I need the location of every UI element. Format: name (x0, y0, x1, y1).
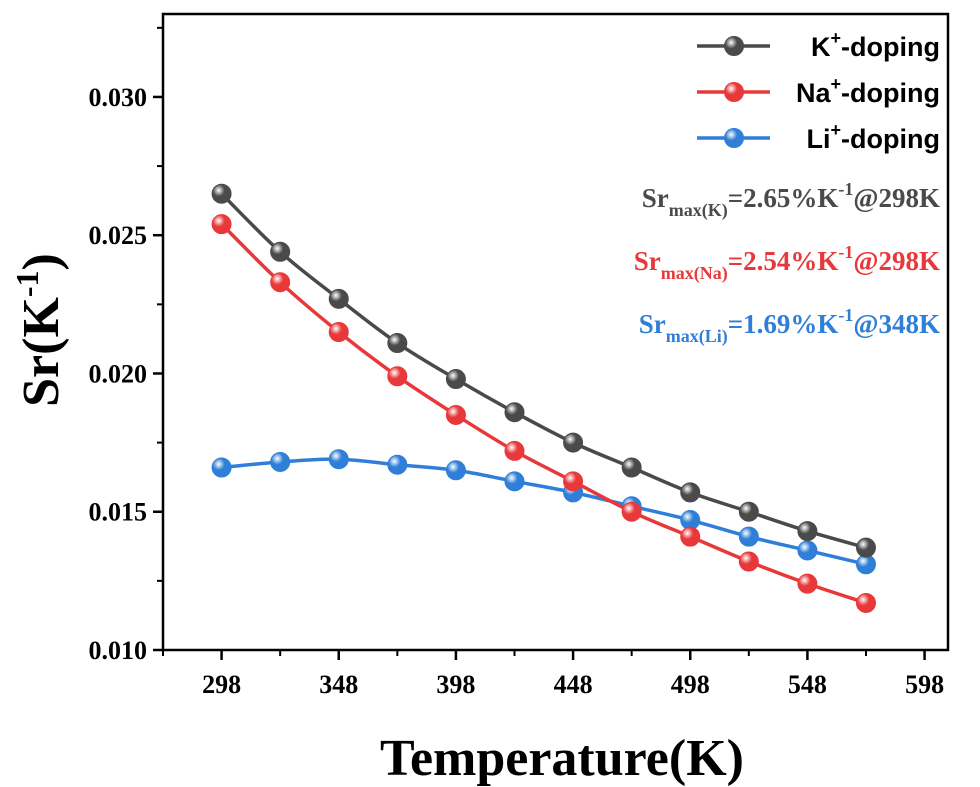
data-point-k (211, 183, 232, 204)
legend-label-k: K+-doping (811, 28, 940, 62)
legend-label-name: Na (796, 78, 831, 108)
annotation-sub: max(K) (669, 200, 728, 221)
annotation-value: =2.54%K (728, 246, 839, 276)
data-point-na (680, 526, 701, 547)
legend-label-suffix: -doping (841, 78, 940, 108)
annotation-base: Sr (642, 183, 669, 213)
data-point-li (387, 454, 408, 475)
data-point-k (328, 288, 349, 309)
x-tick-label: 598 (905, 670, 944, 699)
x-tick-label: 498 (671, 670, 710, 699)
data-point-k (621, 457, 642, 478)
data-point-k (563, 432, 584, 453)
data-point-na (797, 573, 818, 594)
data-point-na (563, 471, 584, 492)
data-point-k (387, 333, 408, 354)
legend-label-na: Na+-doping (796, 74, 940, 108)
data-point-na (504, 440, 525, 461)
y-tick-label: 0.015 (89, 498, 148, 527)
data-point-k (445, 369, 466, 390)
y-tick-label: 0.030 (89, 83, 148, 112)
y-axis-title-main: Sr(K (13, 297, 70, 407)
annotation-tail: @298K (853, 246, 940, 276)
data-point-na (211, 214, 232, 235)
y-axis-title-sup: -1 (9, 270, 45, 297)
y-tick-label: 0.010 (89, 636, 148, 665)
annotation-sub: max(Li) (666, 326, 728, 347)
annotation-sup: -1 (838, 242, 853, 262)
y-tick-label: 0.025 (89, 221, 148, 250)
data-point-li (504, 471, 525, 492)
data-point-k (270, 241, 291, 262)
annotation-sup: -1 (838, 179, 853, 199)
annotation-sr-max: Srmax(Na)=2.54%K-1@298K (634, 242, 940, 284)
data-point-li (738, 526, 759, 547)
annotation-sr-max: Srmax(Li)=1.69%K-1@348K (639, 305, 940, 347)
legend-label-name: Li (807, 124, 831, 154)
data-point-na (270, 272, 291, 293)
data-point-li (328, 449, 349, 470)
data-point-li (797, 540, 818, 561)
data-point-na (621, 501, 642, 522)
legend-label-li: Li+-doping (807, 120, 940, 154)
annotations: Srmax(K)=2.65%K-1@298KSrmax(Na)=2.54%K-1… (634, 179, 940, 347)
legend-label-sup: + (831, 120, 842, 140)
x-tick-label: 298 (202, 670, 241, 699)
legend-label-name: K (811, 32, 831, 62)
annotation-sub: max(Na) (661, 263, 728, 284)
data-point-na (328, 322, 349, 342)
annotation-tail: @348K (853, 309, 940, 339)
legend-marker-na (724, 82, 744, 102)
data-point-na (738, 551, 759, 572)
annotation-sr-max: Srmax(K)=2.65%K-1@298K (642, 179, 940, 221)
x-tick-label: 398 (436, 670, 475, 699)
x-tick-label: 448 (554, 670, 593, 699)
axes: 298 348 398 448 498 548 598 0.010 0.015 0.020 0.02… (89, 12, 950, 699)
data-point-li (445, 460, 466, 481)
legend-marker-k (724, 36, 744, 56)
data-point-k (797, 521, 818, 542)
annotation-sup: -1 (838, 305, 853, 325)
legend-label-sup: + (831, 74, 842, 94)
annotation-base: Sr (639, 309, 666, 339)
legend-label-suffix: -doping (841, 124, 940, 154)
data-point-li (211, 457, 232, 478)
plot-frame (161, 12, 950, 652)
annotation-value: =2.65%K (728, 183, 839, 213)
annotation-value: =1.69%K (728, 309, 839, 339)
legend-label-sup: + (831, 28, 842, 48)
x-tick-label: 348 (319, 670, 358, 699)
data-point-na (855, 592, 876, 613)
data-point-k (855, 537, 876, 558)
data-point-k (738, 501, 759, 522)
annotation-tail: @298K (853, 183, 940, 213)
y-axis-title-close: ) (13, 253, 70, 270)
legend-marker-li (724, 128, 744, 148)
x-tick-label: 548 (788, 670, 827, 699)
annotation-base: Sr (634, 246, 661, 276)
y-axis-title: Sr(K-1) (9, 253, 70, 407)
data-point-li (270, 451, 291, 472)
series-layer (211, 183, 876, 613)
data-point-k (680, 482, 701, 503)
data-point-na (387, 366, 408, 387)
data-point-na (445, 404, 466, 425)
data-point-k (504, 402, 525, 423)
x-axis-title: Temperature(K) (380, 730, 744, 787)
y-tick-label: 0.020 (89, 359, 148, 388)
legend-label-suffix: -doping (841, 32, 940, 62)
